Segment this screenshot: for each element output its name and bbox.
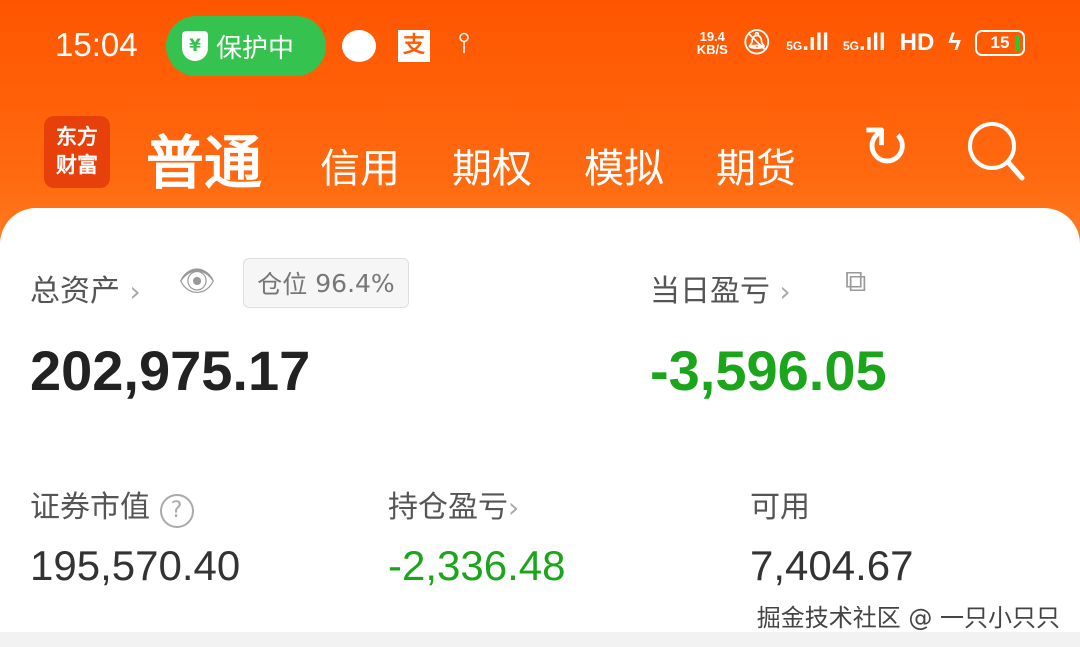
daily-pnl-link[interactable]: 当日盈亏 ›: [650, 274, 791, 309]
eye-icon[interactable]: 👁︎: [178, 264, 217, 299]
tab-futures[interactable]: 期货: [716, 146, 796, 192]
market-value: 195,570.40: [30, 542, 241, 589]
app-logo[interactable]: 东方 财富: [44, 116, 110, 188]
tab-options[interactable]: 期权: [452, 146, 532, 192]
daily-pnl-value: -3,596.05: [650, 339, 887, 402]
message-icon: [342, 30, 376, 62]
share-icon[interactable]: ⧉: [845, 264, 867, 299]
usb-icon: ⫯: [458, 26, 471, 59]
protection-badge[interactable]: ¥ 保护中: [166, 16, 326, 76]
search-icon[interactable]: [966, 120, 1026, 182]
signal-icon: 5G.ıll: [842, 28, 886, 56]
clock: 15:04: [55, 26, 138, 63]
holding-pnl-value: -2,336.48: [388, 542, 566, 589]
alipay-icon: 支: [398, 30, 430, 62]
market-value-label: 证券市值 ?: [30, 482, 194, 528]
watermark: 掘金技术社区 @ 一只小只只: [756, 604, 1060, 632]
refresh-icon[interactable]: ↻: [862, 113, 911, 181]
holding-pnl-link[interactable]: 持仓盈亏›: [388, 490, 520, 525]
tab-simulation[interactable]: 模拟: [584, 146, 664, 192]
hd-icon: HD: [899, 28, 935, 56]
protection-label: 保护中: [216, 33, 295, 64]
charging-icon: ϟ: [948, 28, 961, 56]
mute-icon: 🔕︎: [741, 29, 773, 56]
tab-credit[interactable]: 信用: [320, 146, 400, 192]
account-type-nav: 东方 财富 普通 信用 期权 模拟 期货 ↻: [0, 110, 1080, 197]
signal-icon: 5G.ıll: [786, 28, 829, 56]
available-value: 7,404.67: [750, 542, 914, 589]
net-speed: 19.4 KB/S: [696, 28, 728, 57]
total-assets-value: 202,975.17: [30, 339, 311, 402]
available-label: 可用: [750, 490, 810, 525]
asset-card: [0, 208, 1080, 632]
footer-divider: [0, 632, 1080, 647]
shield-icon: ¥: [182, 31, 208, 61]
tab-normal[interactable]: 普通: [146, 129, 263, 197]
battery-icon: 15: [975, 29, 1025, 56]
help-icon[interactable]: ?: [159, 494, 194, 528]
position-badge: 仓位 96.4%: [243, 258, 409, 308]
status-bar: 15:04 ¥ 保护中 支 ⫯ 19.4 KB/S 🔕︎ 5G.ıll 5G.ıll…: [0, 0, 1080, 90]
total-assets-link[interactable]: 总资产 ›: [30, 274, 141, 309]
